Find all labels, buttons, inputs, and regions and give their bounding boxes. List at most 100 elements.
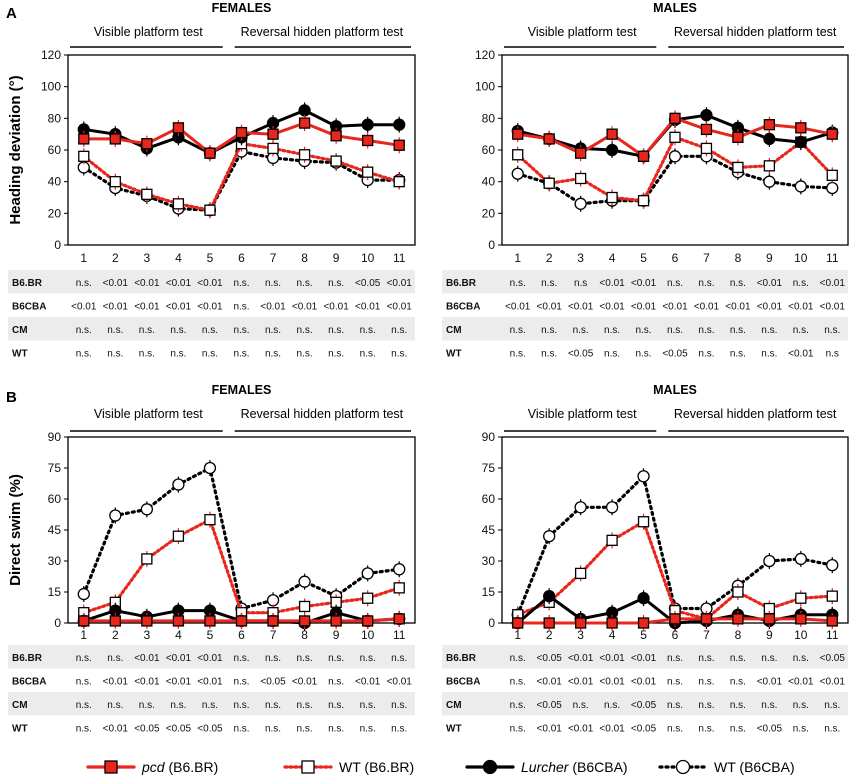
stats-cell: <0.01 — [134, 302, 160, 313]
stats-cell: n.s. — [233, 724, 249, 735]
stats-cell: n.s — [826, 349, 839, 360]
y-tick-label: 20 — [48, 206, 62, 220]
data-point — [543, 530, 556, 543]
phase-label-reversal: Reversal hidden platform test — [674, 25, 837, 39]
data-point — [298, 117, 311, 129]
stats-cell: <0.05 — [260, 677, 286, 688]
stats-cell: <0.05 — [631, 700, 657, 711]
stats-cell: n.s. — [391, 325, 407, 336]
x-tick-label: 5 — [207, 628, 214, 642]
x-tick-label: 8 — [301, 628, 308, 642]
series-line-wt-b6br — [82, 518, 401, 615]
stats-row-label: CM — [446, 325, 462, 336]
stats-cell: n.s. — [761, 325, 777, 336]
stats-cell: <0.01 — [599, 677, 625, 688]
stats-row-label: B6.BR — [446, 278, 477, 289]
stats-cell: n.s. — [510, 677, 526, 688]
data-point — [172, 478, 185, 491]
legend-marker — [104, 760, 118, 774]
y-tick-label: 0 — [54, 616, 61, 630]
series-wt-b6br — [512, 129, 838, 209]
chart-title: FEMALES — [212, 383, 272, 397]
stats-cell: n.s. — [233, 302, 249, 313]
y-tick-label: 120 — [475, 48, 495, 62]
x-tick-label: 11 — [393, 628, 406, 642]
y-tick-label: 60 — [48, 492, 62, 506]
stats-row-label: WT — [12, 724, 28, 735]
stats-row-shade — [8, 645, 415, 669]
data-point — [109, 133, 121, 145]
stats-row-shade — [442, 692, 848, 716]
stats-cell: <0.01 — [260, 302, 286, 313]
stats-cell: <0.01 — [103, 302, 129, 313]
data-point — [763, 132, 776, 146]
stats-cell: n.s. — [360, 349, 376, 360]
data-point — [298, 600, 311, 613]
x-tick-label: 11 — [826, 251, 839, 265]
data-point — [266, 594, 280, 607]
stats-cell: n.s. — [573, 325, 589, 336]
stats-cell: <0.01 — [197, 677, 223, 688]
x-tick-label: 10 — [361, 251, 375, 265]
data-point — [763, 613, 776, 625]
x-tick-label: 11 — [826, 628, 839, 642]
series-pcd-b6br — [512, 610, 838, 631]
stats-cell: n.s. — [107, 700, 123, 711]
stats-row-label: B6CBA — [12, 677, 46, 688]
chart-b-males: MALES Visible platform test Reversal hidde… — [442, 383, 849, 735]
data-point — [574, 567, 587, 580]
stats-cell: <0.05 — [537, 700, 563, 711]
stats-cell: <0.01 — [197, 278, 223, 289]
x-tick-label: 6 — [238, 251, 245, 265]
legend-item-pcd-b6br: pcd (B6.BR) — [86, 759, 218, 775]
data-point — [204, 204, 216, 216]
data-point — [732, 131, 744, 143]
data-point — [826, 169, 838, 181]
stats-cell: <0.01 — [788, 302, 814, 313]
legend-label-suffix: (B6CBA) — [568, 759, 627, 775]
stats-cell: <0.01 — [323, 302, 349, 313]
stats-cell: <0.01 — [537, 302, 563, 313]
data-point — [512, 149, 524, 161]
x-tick-label: 9 — [766, 628, 773, 642]
stats-cell: n.s. — [730, 278, 746, 289]
chart-a-females: FEMALES Visible platform test Reversal hid… — [7, 1, 416, 360]
stats-cell: <0.01 — [292, 302, 318, 313]
data-point — [763, 160, 776, 172]
phase-label-reversal: Reversal hidden platform test — [241, 407, 404, 421]
data-point — [700, 613, 713, 625]
series-line-wt-b6cba — [516, 474, 834, 617]
data-point — [637, 592, 650, 605]
data-point — [826, 590, 838, 602]
stats-cell: n.s. — [793, 653, 809, 664]
data-point — [203, 461, 217, 475]
stats-cell: n.s. — [761, 653, 777, 664]
stats-cell: n.s. — [824, 325, 840, 336]
data-point — [606, 128, 618, 140]
x-tick-label: 9 — [766, 251, 773, 265]
stats-cell: n.s. — [667, 325, 683, 336]
stats-table: B6.BR n.s. <0.05 <0.01 <0.01 <0.01 n.s. n.s. n.s… — [442, 645, 848, 735]
y-tick-label: 15 — [48, 585, 62, 599]
data-point — [204, 147, 216, 159]
series-pcd-b6br — [78, 610, 405, 629]
stats-cell: <0.01 — [292, 677, 318, 688]
data-point — [543, 177, 555, 189]
data-point — [362, 134, 374, 147]
data-point — [362, 592, 374, 604]
stats-cell: <0.05 — [197, 724, 223, 735]
stats-cell: n.s. — [233, 677, 249, 688]
stats-cell: n.s. — [793, 325, 809, 336]
stats-cell: n.s. — [510, 349, 526, 360]
data-point — [393, 582, 405, 594]
data-point — [141, 138, 153, 150]
stats-row-label: B6.BR — [12, 278, 43, 289]
stats-cell: n.s. — [541, 278, 557, 289]
stats-cell: n.s. — [107, 349, 123, 360]
data-point — [574, 147, 587, 159]
stats-cell: <0.05 — [568, 349, 594, 360]
y-tick-label: 30 — [48, 554, 62, 568]
stats-cell: <0.01 — [387, 302, 413, 313]
data-point — [393, 563, 406, 576]
stats-cell: n.s. — [233, 653, 249, 664]
